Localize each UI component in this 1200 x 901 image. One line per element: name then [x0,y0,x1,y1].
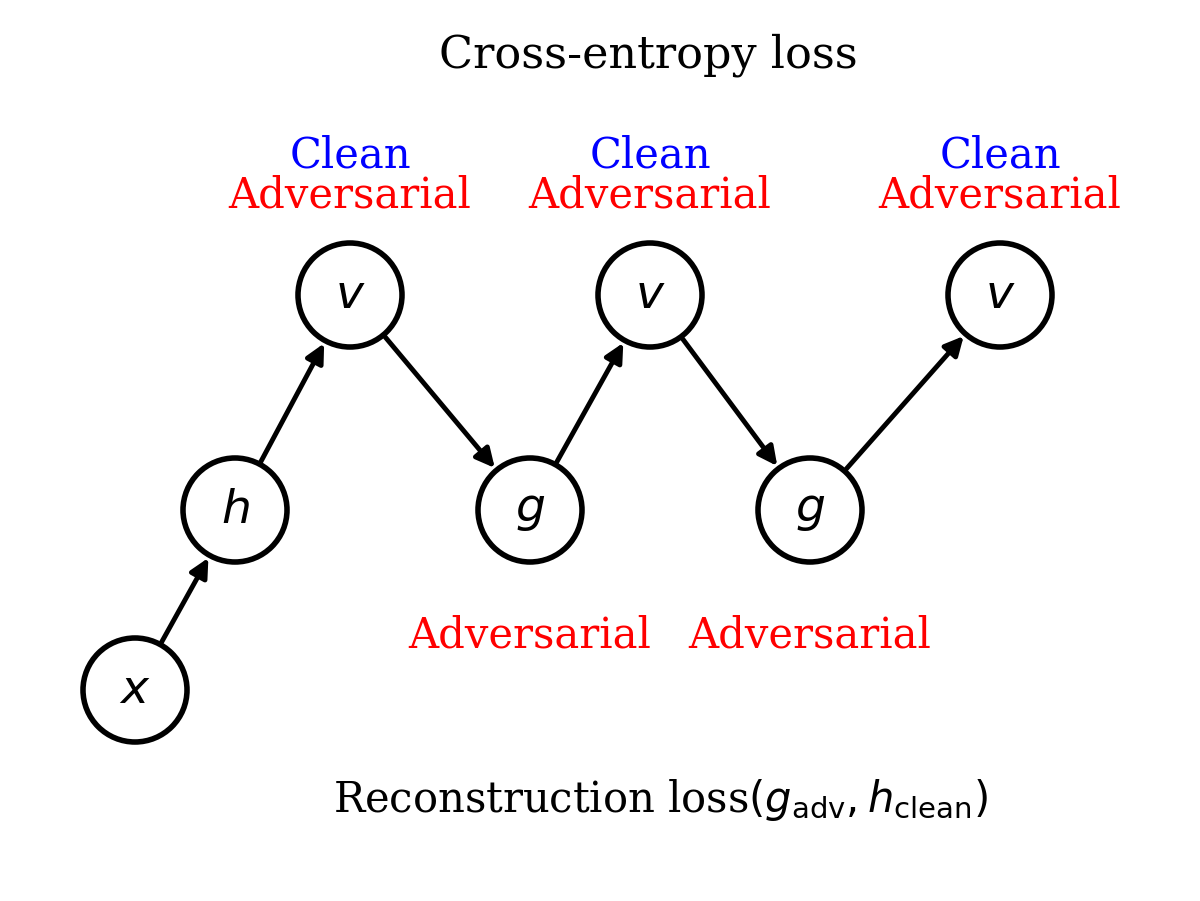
Text: Adversarial: Adversarial [228,174,472,216]
Text: Adversarial: Adversarial [528,174,772,216]
Text: $\mathit{g}$: $\mathit{g}$ [794,487,826,532]
Circle shape [298,243,402,347]
Text: $\mathit{v}$: $\mathit{v}$ [635,272,665,318]
Text: $\mathit{g}$: $\mathit{g}$ [515,487,545,532]
Circle shape [758,458,862,562]
Circle shape [182,458,287,562]
Text: Cross-entropy loss: Cross-entropy loss [439,33,857,77]
Text: Reconstruction loss$(g_{\rm adv}, h_{\rm clean})$: Reconstruction loss$(g_{\rm adv}, h_{\rm… [332,777,988,823]
Text: Clean: Clean [940,134,1061,176]
Text: Adversarial: Adversarial [408,614,652,656]
Text: Clean: Clean [289,134,410,176]
Text: Adversarial: Adversarial [689,614,931,656]
Circle shape [478,458,582,562]
Text: $\mathit{v}$: $\mathit{v}$ [985,272,1015,318]
Circle shape [598,243,702,347]
Text: Clean: Clean [589,134,710,176]
Circle shape [948,243,1052,347]
Text: $\mathit{h}$: $\mathit{h}$ [221,487,250,532]
Circle shape [83,638,187,742]
Text: $\mathit{v}$: $\mathit{v}$ [335,272,365,318]
Text: $\mathit{x}$: $\mathit{x}$ [119,668,151,713]
Text: Adversarial: Adversarial [878,174,1122,216]
